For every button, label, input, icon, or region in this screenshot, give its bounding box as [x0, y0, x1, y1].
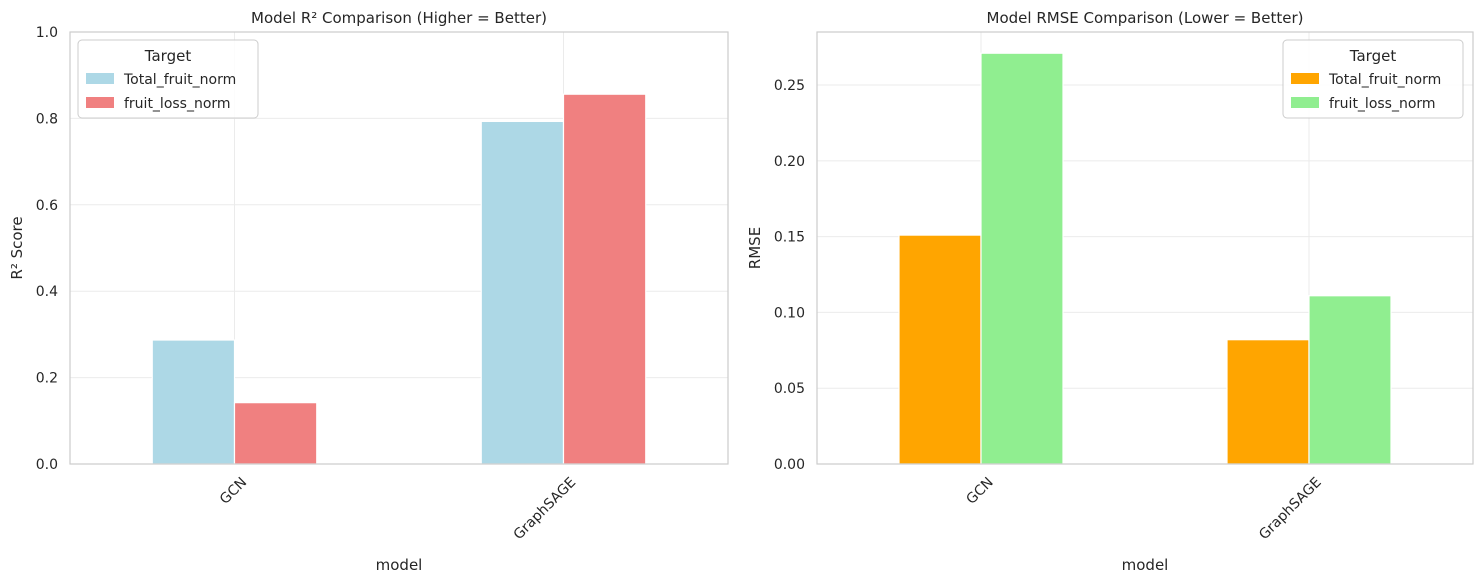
legend: Target Total_fruit_norm fruit_loss_norm — [77, 39, 259, 119]
plot-frame — [816, 31, 1474, 465]
chart-0: 0.0 0.2 0.4 0.6 0.8 1.0 GCN GraphSAGE Model R² C… — [8, 9, 729, 574]
y-tick-label: 0.4 — [36, 284, 58, 300]
bar-Total_fruit_norm-GCN — [898, 234, 982, 465]
x-tick-label: GraphSAGE — [511, 474, 580, 543]
y-tick-label: 0.15 — [774, 230, 805, 246]
chart-title: Model RMSE Comparison (Lower = Better) — [987, 9, 1304, 27]
x-axis-label: model — [376, 556, 423, 574]
chart-title: Model R² Comparison (Higher = Better) — [251, 9, 547, 27]
legend-swatch — [1291, 73, 1319, 84]
legend-box — [1282, 39, 1464, 119]
legend-swatch — [86, 73, 114, 84]
legend: Target Total_fruit_norm fruit_loss_norm — [1282, 39, 1464, 119]
y-tick-label: 0.8 — [36, 111, 58, 127]
bar-fruit_loss_norm-GraphSAGE — [562, 93, 647, 465]
x-tick-label: GCN — [217, 474, 250, 507]
x-tick-label: GraphSAGE — [1256, 474, 1325, 543]
y-tick-label: 0.6 — [36, 198, 58, 214]
y-tick-label: 0.0 — [36, 457, 58, 473]
y-tick-label: 0.25 — [774, 78, 805, 94]
legend-entry: Total_fruit_norm — [1328, 72, 1441, 88]
y-tick-label: 0.20 — [774, 154, 805, 170]
bar-fruit_loss_norm-GCN — [233, 402, 318, 465]
legend-title: Target — [144, 47, 192, 65]
y-axis-label: R² Score — [8, 216, 26, 279]
plot-frame — [69, 31, 729, 465]
y-axis-label: RMSE — [746, 227, 764, 269]
bar-Total_fruit_norm-GraphSAGE — [480, 120, 565, 465]
bar-fruit_loss_norm-GraphSAGE — [1308, 295, 1392, 465]
y-tick-label: 0.10 — [774, 305, 805, 321]
legend-entry: fruit_loss_norm — [1329, 96, 1436, 112]
bar-Total_fruit_norm-GraphSAGE — [1226, 339, 1310, 465]
chart-1: 0.00 0.05 0.10 0.15 0.20 0.25 GCN GraphSAGE Mode… — [746, 9, 1474, 574]
legend-entry: Total_fruit_norm — [123, 72, 236, 88]
y-tick-label: 0.2 — [36, 371, 58, 387]
legend-box — [77, 39, 259, 119]
bar-fruit_loss_norm-GCN — [980, 52, 1064, 465]
y-tick-label: 0.00 — [774, 457, 805, 473]
bar-Total_fruit_norm-GCN — [151, 339, 236, 465]
x-axis-label: model — [1122, 556, 1169, 574]
y-tick-label: 0.05 — [774, 381, 805, 397]
x-tick-label: GCN — [963, 474, 996, 507]
legend-title: Target — [1349, 47, 1397, 65]
y-tick-label: 1.0 — [36, 25, 58, 41]
legend-swatch — [86, 97, 114, 108]
legend-swatch — [1291, 97, 1319, 108]
legend-entry: fruit_loss_norm — [124, 96, 231, 112]
